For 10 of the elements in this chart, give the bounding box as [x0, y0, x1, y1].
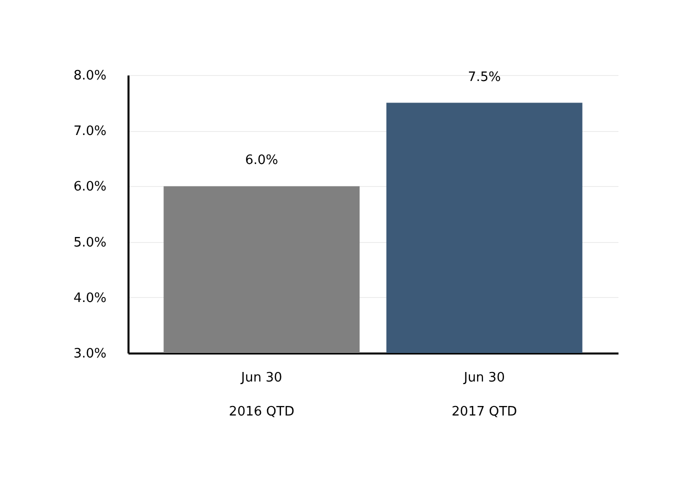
category-label: Jun 30 2017 QTD	[452, 370, 518, 420]
category-label: Jun 30 2016 QTD	[228, 370, 294, 420]
y-tick-label: 7.0%	[73, 124, 106, 140]
y-tick-label: 6.0%	[73, 180, 106, 195]
data-label: 7.5%	[468, 70, 501, 85]
y-tick-label: 4.0%	[73, 290, 106, 306]
y-tick-label: 3.0%	[73, 346, 106, 362]
y-tick-label: 8.0%	[73, 68, 106, 84]
y-tick-label: 5.0%	[73, 235, 106, 250]
data-label: 6.0%	[245, 153, 278, 168]
